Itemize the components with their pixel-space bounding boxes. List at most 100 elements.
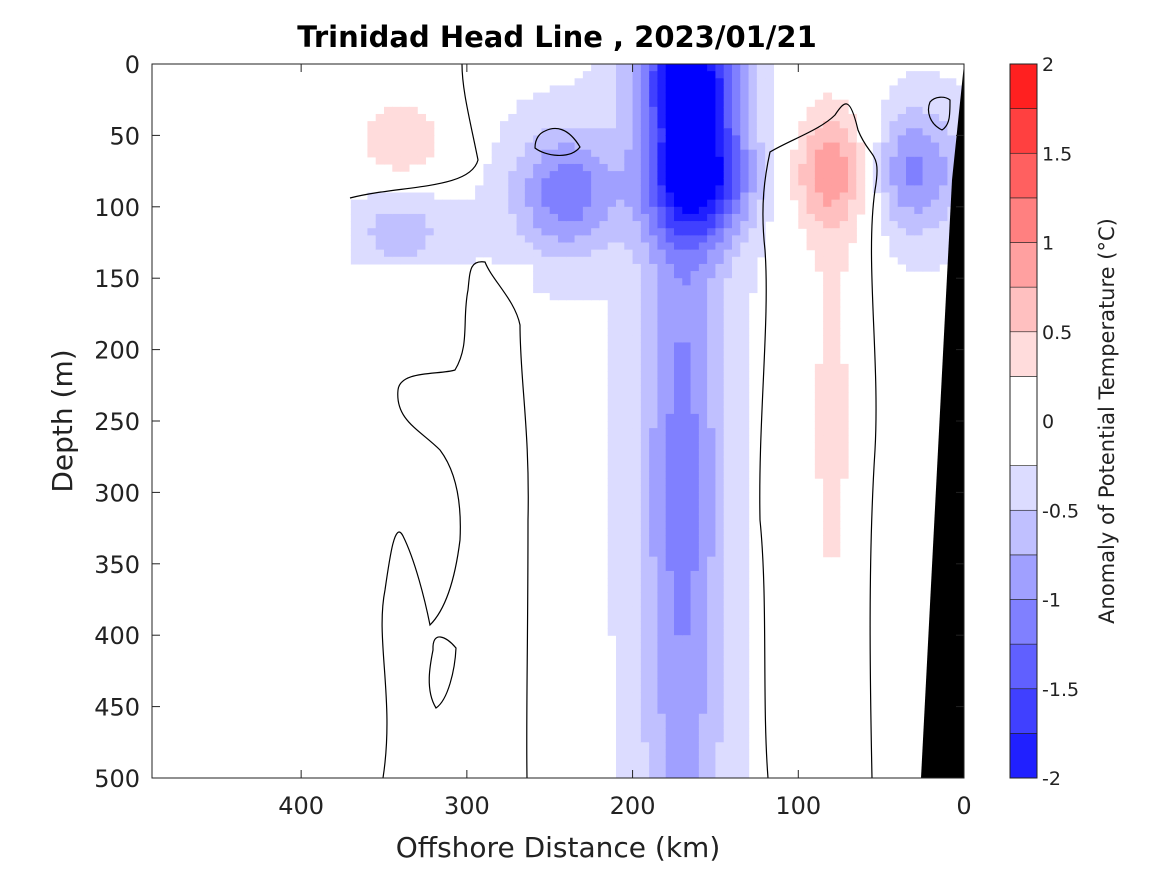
field-cell: [715, 256, 725, 265]
field-cell: [649, 742, 659, 751]
field-cell: [690, 64, 700, 72]
field-cell: [823, 328, 833, 336]
field-cell: [616, 470, 625, 479]
field-cell: [483, 249, 493, 258]
field-cell: [897, 142, 907, 151]
field-cell: [674, 206, 683, 215]
field-cell: [682, 321, 692, 329]
field-cell: [657, 285, 667, 294]
field-cell: [906, 256, 915, 265]
field-cell: [566, 221, 576, 229]
field-cell: [657, 635, 667, 643]
field-cell: [732, 206, 741, 215]
field-cell: [483, 178, 493, 186]
field-cell: [748, 128, 758, 136]
field-cell: [558, 256, 567, 265]
field-cell: [715, 749, 725, 758]
field-cell: [914, 85, 924, 94]
field-cell: [649, 363, 659, 372]
field-cell: [640, 485, 650, 493]
field-cell: [649, 121, 659, 129]
field-cell: [674, 356, 683, 365]
y-tick-label: 300: [94, 479, 140, 507]
field-cell: [806, 242, 816, 251]
field-cell: [591, 106, 601, 115]
field-cell: [939, 128, 949, 136]
field-cell: [897, 242, 907, 251]
field-cell: [566, 106, 576, 115]
field-cell: [582, 71, 592, 79]
field-cell: [690, 763, 700, 772]
field-cell: [906, 242, 915, 251]
field-cell: [698, 535, 708, 543]
x-axis: 400 300 200 100 0: [278, 64, 972, 820]
field-cell: [839, 99, 849, 108]
field-cell: [715, 285, 725, 294]
field-cell: [632, 635, 642, 643]
field-cell: [392, 256, 402, 265]
field-cell: [707, 763, 717, 772]
field-cell: [541, 135, 551, 144]
field-cell: [541, 263, 551, 272]
field-cell: [632, 556, 642, 565]
field-cell: [640, 513, 650, 522]
field-cell: [740, 271, 750, 279]
field-cell: [384, 142, 393, 151]
field-cell: [698, 563, 708, 572]
field-cell: [665, 156, 675, 165]
field-cell: [657, 670, 667, 679]
field-cell: [616, 670, 625, 679]
field-cell: [541, 113, 551, 122]
field-cell: [732, 492, 741, 501]
field-cell: [897, 156, 907, 165]
field-cell: [748, 99, 758, 108]
field-cell: [690, 556, 700, 565]
field-cell: [574, 113, 584, 122]
field-cell: [674, 599, 683, 608]
field-cell: [665, 585, 675, 593]
field-cell: [723, 720, 733, 729]
field-cell: [831, 206, 841, 215]
field-cell: [682, 735, 692, 743]
field-cell: [524, 228, 534, 236]
field-cell: [806, 121, 816, 129]
field-cell: [649, 663, 659, 672]
field-cell: [640, 535, 650, 543]
field-cell: [624, 442, 634, 451]
field-cell: [624, 128, 634, 136]
field-cell: [823, 356, 833, 365]
field-cell: [657, 71, 667, 79]
field-cell: [350, 242, 360, 251]
field-cell: [433, 221, 443, 229]
field-cell: [756, 156, 766, 165]
field-cell: [640, 121, 650, 129]
field-cell: [657, 106, 667, 115]
field-cell: [756, 99, 766, 108]
field-cell: [839, 121, 849, 129]
field-cell: [599, 121, 609, 129]
field-cell: [624, 578, 634, 586]
field-cell: [632, 428, 642, 436]
field-cell: [640, 385, 650, 394]
field-cell: [674, 199, 683, 208]
field-cell: [632, 142, 642, 151]
field-cell: [657, 385, 667, 394]
field-cell: [897, 192, 907, 201]
field-cell: [591, 256, 601, 265]
field-cell: [831, 406, 841, 415]
field-cell: [715, 328, 725, 336]
field-cell: [732, 506, 741, 515]
field-cell: [922, 135, 932, 144]
field-cell: [632, 456, 642, 465]
field-cell: [732, 699, 741, 708]
field-cell: [616, 492, 625, 501]
field-cell: [682, 285, 692, 294]
field-cell: [707, 670, 717, 679]
field-cell: [649, 735, 659, 743]
field-cell: [740, 185, 750, 194]
field-cell: [715, 149, 725, 158]
field-cell: [400, 256, 410, 265]
field-cell: [906, 99, 915, 108]
field-cell: [682, 171, 692, 179]
